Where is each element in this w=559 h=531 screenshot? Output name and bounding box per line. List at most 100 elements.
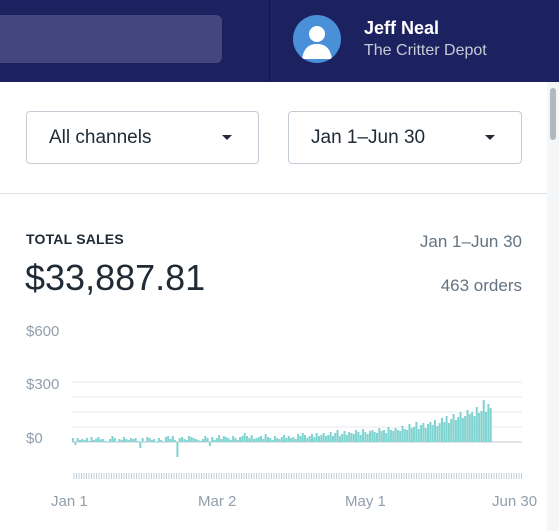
chart-bar[interactable] (204, 436, 207, 442)
chart-bar[interactable] (322, 433, 325, 442)
chart-bar[interactable] (459, 412, 462, 442)
chart-bar[interactable] (394, 428, 397, 442)
chart-bar[interactable] (252, 439, 256, 442)
chart-bar[interactable] (290, 438, 293, 442)
chart-bar[interactable] (478, 413, 481, 442)
chart-bar[interactable] (413, 427, 416, 442)
chart-bar[interactable] (317, 436, 320, 442)
chart-bar[interactable] (306, 438, 309, 442)
chart-bar[interactable] (241, 436, 244, 442)
chart-bar[interactable] (259, 436, 262, 442)
chart-bar[interactable] (338, 436, 341, 442)
chart-bar[interactable] (343, 431, 346, 442)
chart-bar[interactable] (278, 439, 281, 442)
chart-bar[interactable] (294, 439, 297, 442)
chart-bar[interactable] (331, 436, 334, 442)
chart-bar[interactable] (480, 411, 483, 442)
chart-bar[interactable] (431, 425, 434, 442)
chart-bar[interactable] (454, 420, 457, 442)
chart-bar[interactable] (382, 430, 385, 442)
chart-bar[interactable] (447, 423, 450, 442)
channel-select[interactable]: All channels (26, 111, 259, 164)
chart-bar[interactable] (232, 436, 235, 442)
chart-bar[interactable] (211, 437, 214, 442)
chart-bar[interactable] (197, 440, 200, 442)
chart-bar[interactable] (429, 422, 432, 442)
chart-bar[interactable] (420, 425, 423, 442)
chart-bar[interactable] (167, 436, 170, 442)
chart-bar[interactable] (130, 438, 133, 442)
chart-bar[interactable] (83, 440, 86, 442)
chart-bar[interactable] (283, 435, 286, 442)
chart-bar[interactable] (301, 433, 304, 442)
chart-bar[interactable] (471, 412, 474, 442)
chart-bar[interactable] (92, 440, 95, 442)
chart-bar[interactable] (461, 418, 464, 442)
chart-bar[interactable] (143, 442, 146, 443)
chart-bar[interactable] (120, 440, 123, 442)
chart-bar[interactable] (218, 435, 221, 442)
chart-bar[interactable] (299, 436, 302, 442)
chart-bar[interactable] (248, 438, 251, 442)
chart-bar[interactable] (169, 439, 172, 442)
chart-bar[interactable] (396, 430, 399, 442)
chart-bar[interactable] (468, 414, 471, 442)
chart-bar[interactable] (355, 430, 358, 442)
chart-bar[interactable] (164, 437, 167, 442)
chart-bar[interactable] (155, 442, 158, 443)
chart-bar[interactable] (304, 435, 307, 442)
chart-bar[interactable] (208, 442, 211, 446)
chart-bar[interactable] (410, 428, 413, 442)
chart-bar[interactable] (150, 440, 153, 442)
avatar[interactable] (293, 15, 341, 63)
chart-bar[interactable] (401, 426, 404, 442)
chart-bar[interactable] (311, 434, 314, 442)
chart-bar[interactable] (341, 434, 344, 442)
chart-bar[interactable] (171, 436, 174, 442)
chart-bar[interactable] (104, 441, 107, 442)
chart-bar[interactable] (262, 439, 265, 442)
chart-bar[interactable] (185, 440, 188, 442)
chart-bar[interactable] (229, 440, 232, 442)
chart-bar[interactable] (436, 426, 439, 442)
chart-bar[interactable] (336, 430, 339, 442)
chart-bar[interactable] (255, 438, 258, 442)
chart-bar[interactable] (160, 440, 163, 442)
chart-bar[interactable] (99, 439, 102, 443)
chart-bar[interactable] (215, 438, 218, 442)
chart-bar[interactable] (375, 433, 378, 442)
chart-bar[interactable] (350, 433, 353, 442)
chart-bar[interactable] (153, 439, 156, 442)
chart-bar[interactable] (85, 438, 88, 442)
chart-bar[interactable] (387, 427, 390, 442)
chart-bar[interactable] (181, 437, 184, 442)
chart-bar[interactable] (127, 440, 130, 442)
chart-bar[interactable] (113, 438, 116, 442)
chart-bar[interactable] (427, 424, 430, 442)
chart-bar[interactable] (415, 422, 418, 442)
search-input[interactable] (0, 15, 222, 63)
chart-bar[interactable] (194, 439, 197, 442)
chart-bar[interactable] (162, 442, 165, 443)
chart-bar[interactable] (269, 438, 272, 442)
chart-bar[interactable] (132, 439, 135, 442)
chart-bar[interactable] (257, 437, 260, 442)
chart-bar[interactable] (174, 440, 177, 442)
chart-bar[interactable] (190, 437, 193, 442)
chart-bar[interactable] (106, 442, 109, 443)
chart-bar[interactable] (473, 416, 476, 442)
chart-bar[interactable] (74, 442, 77, 445)
chart-bar[interactable] (273, 436, 276, 442)
chart-bar[interactable] (72, 438, 75, 442)
chart-bar[interactable] (380, 431, 383, 442)
chart-bar[interactable] (364, 432, 367, 442)
chart-bar[interactable] (315, 433, 318, 442)
chart-bar[interactable] (141, 438, 144, 442)
scrollbar[interactable] (547, 82, 559, 531)
chart-bar[interactable] (373, 432, 376, 442)
chart-bar[interactable] (329, 432, 332, 442)
chart-bar[interactable] (239, 437, 242, 442)
chart-bar[interactable] (264, 434, 267, 442)
chart-bar[interactable] (422, 423, 425, 442)
chart-bar[interactable] (183, 439, 186, 442)
